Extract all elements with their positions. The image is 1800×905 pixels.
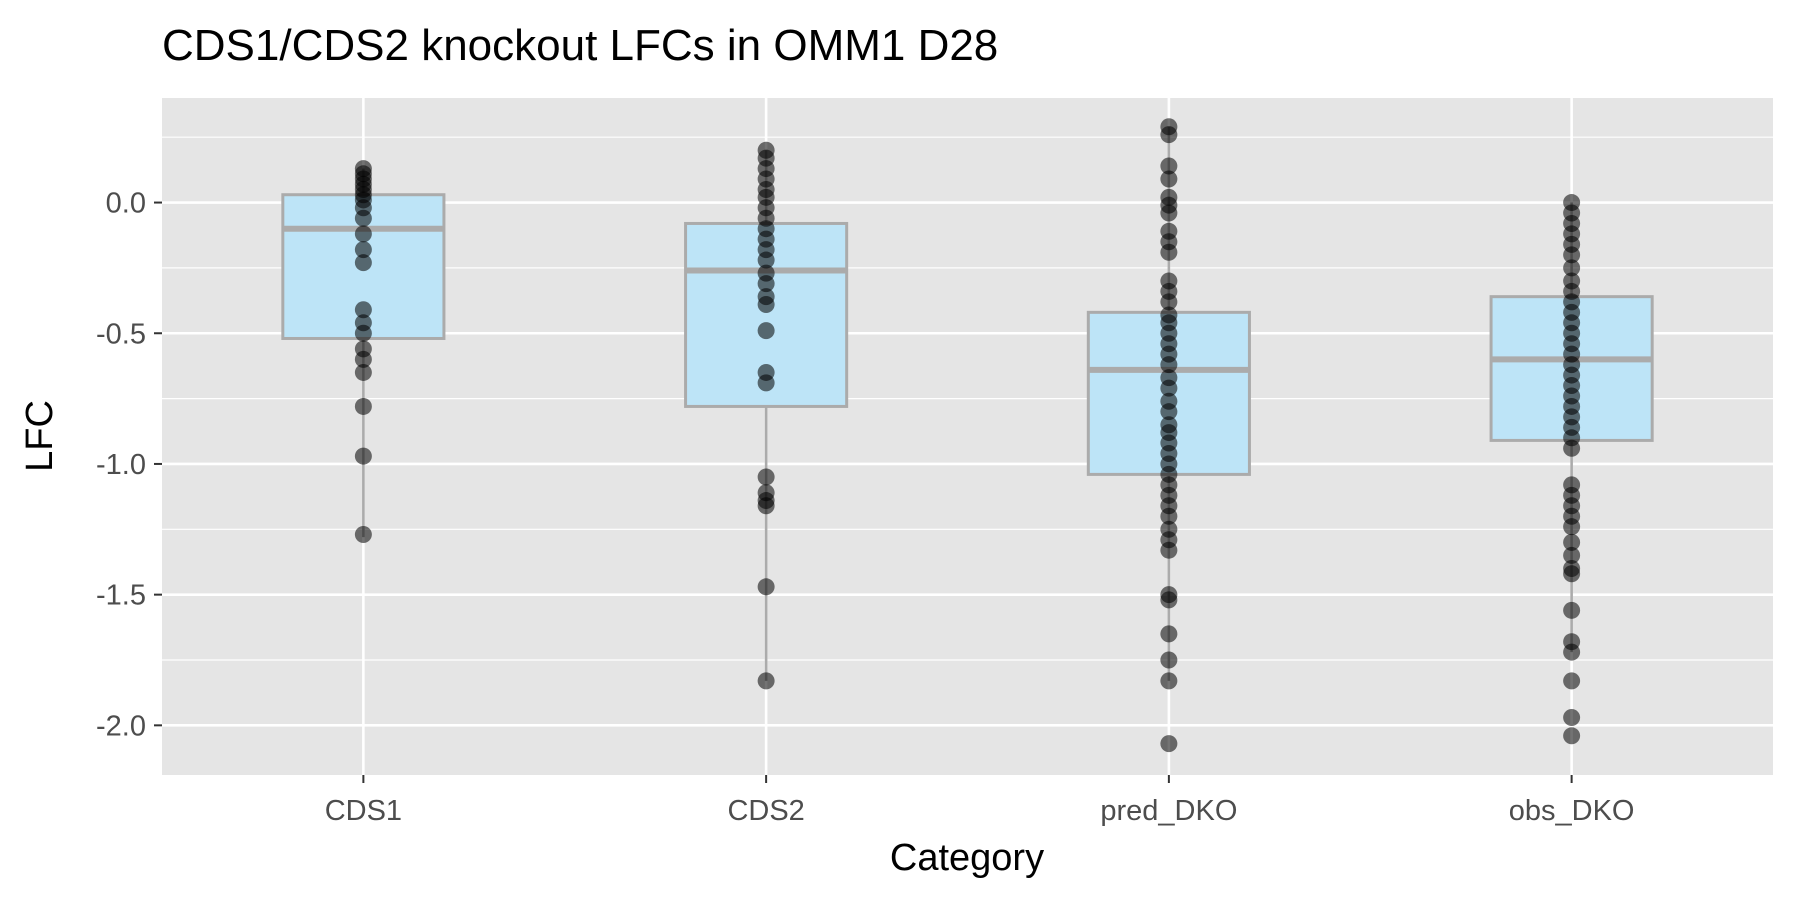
data-point (354, 526, 372, 544)
data-point (1160, 541, 1178, 559)
data-point (757, 275, 775, 293)
data-point (1160, 672, 1178, 690)
chart-title: CDS1/CDS2 knockout LFCs in OMM1 D28 (162, 21, 998, 70)
data-point (1160, 507, 1178, 525)
data-point (1563, 246, 1581, 264)
data-point (354, 301, 372, 319)
data-point (1160, 243, 1178, 261)
data-point (1563, 546, 1581, 564)
y-tick-label: -2.0 (96, 710, 146, 742)
data-point (354, 397, 372, 415)
x-tick-label: obs_DKO (1509, 795, 1635, 827)
x-axis-label: Category (890, 837, 1044, 879)
data-point (757, 322, 775, 340)
data-point (1160, 204, 1178, 222)
data-point (1563, 533, 1581, 551)
data-point (354, 225, 372, 243)
data-point (1563, 565, 1581, 583)
data-point (1160, 157, 1178, 175)
data-point (1563, 727, 1581, 745)
data-point (1563, 439, 1581, 457)
data-points (354, 118, 1581, 753)
data-point (354, 209, 372, 227)
axes: 0.0 -0.5 -1.0 -1.5 -2.0 CDS1 CDS2 pred_DKO obs_D… (96, 188, 1634, 827)
data-point (354, 363, 372, 381)
data-point (1160, 379, 1178, 397)
x-tick-label: pred_DKO (1100, 795, 1237, 827)
data-point (757, 578, 775, 596)
data-point (354, 350, 372, 368)
data-point (757, 251, 775, 269)
data-point (354, 241, 372, 259)
data-point (1563, 601, 1581, 619)
data-point (757, 672, 775, 690)
data-point (1563, 708, 1581, 726)
data-point (757, 468, 775, 486)
data-point (757, 374, 775, 392)
data-point (1563, 672, 1581, 690)
x-tick-label: CDS2 (727, 795, 804, 827)
y-tick-label: 0.0 (106, 188, 146, 220)
data-point (1563, 643, 1581, 661)
data-point (354, 324, 372, 342)
y-tick-label: -1.5 (96, 580, 146, 612)
data-point (1160, 651, 1178, 669)
y-tick-label: -1.0 (96, 449, 146, 481)
y-tick-label: -0.5 (96, 318, 146, 350)
data-point (1160, 293, 1178, 311)
x-tick-label: CDS1 (325, 795, 402, 827)
data-point (1563, 518, 1581, 536)
data-point (1160, 126, 1178, 144)
data-point (354, 254, 372, 272)
data-point (1160, 403, 1178, 421)
data-point (757, 497, 775, 515)
y-axis-label: LFC (19, 400, 61, 472)
data-point (354, 447, 372, 465)
data-point (1563, 259, 1581, 277)
data-point (757, 295, 775, 313)
data-point (1160, 591, 1178, 609)
data-point (1160, 170, 1178, 188)
data-point (1160, 625, 1178, 643)
data-point (1160, 356, 1178, 374)
data-point (1160, 735, 1178, 753)
